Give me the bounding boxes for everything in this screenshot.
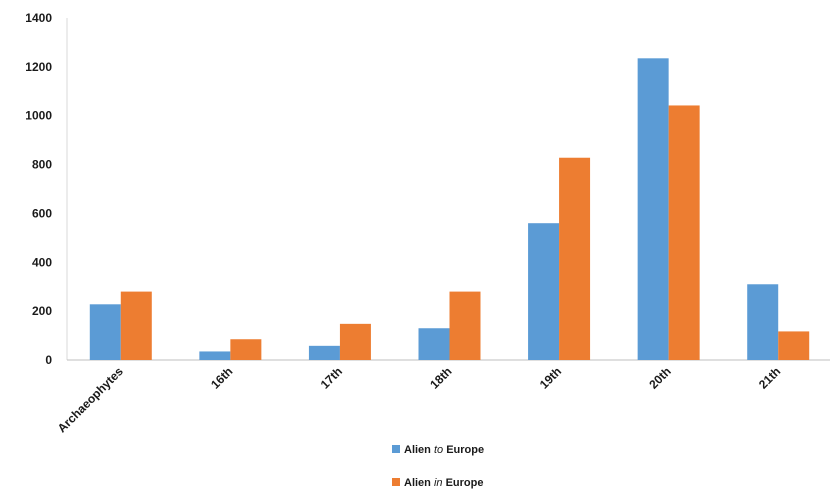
legend-label: Alien to Europe (404, 444, 484, 456)
bar (120, 291, 152, 360)
x-tick-label: 19th (537, 364, 564, 391)
bar (559, 157, 591, 360)
x-tick-label: 16th (208, 364, 235, 391)
y-tick-label: 1000 (25, 109, 52, 123)
legend-swatch (392, 445, 400, 453)
legend-label: Alien in Europe (404, 477, 483, 489)
bar (449, 291, 481, 360)
bar (528, 223, 560, 360)
legend: Alien to Europe Alien in Europe (392, 444, 484, 489)
bar (230, 339, 262, 360)
y-tick-label: 600 (32, 206, 52, 220)
y-tick-label: 200 (32, 304, 52, 318)
x-tick-label: Archaeophytes (55, 364, 126, 435)
y-tick-label: 400 (32, 255, 52, 269)
bar (308, 345, 340, 360)
y-tick-label: 800 (32, 158, 52, 172)
x-tick-label: 17th (318, 364, 345, 391)
bar (668, 105, 700, 360)
bar (747, 284, 779, 360)
y-tick-label: 1400 (25, 11, 52, 25)
bar (339, 323, 371, 360)
bar (418, 328, 450, 360)
y-tick-label: 0 (45, 353, 52, 367)
x-tick-label: 20th (646, 364, 673, 391)
bar (199, 351, 231, 360)
x-tick-label: 21th (756, 364, 783, 391)
y-axis-ticks: 0 200 400 600 800 1000 1200 1400 (25, 11, 52, 367)
x-tick-label: 18th (427, 364, 454, 391)
bars (89, 58, 810, 361)
legend-swatch (392, 478, 400, 486)
x-axis-labels: Archaeophytes 16th 17th 18th 19th 20th 21th (55, 364, 784, 435)
y-tick-label: 1200 (25, 60, 52, 74)
bar (778, 331, 810, 360)
bar (89, 304, 121, 360)
bar (637, 58, 669, 361)
